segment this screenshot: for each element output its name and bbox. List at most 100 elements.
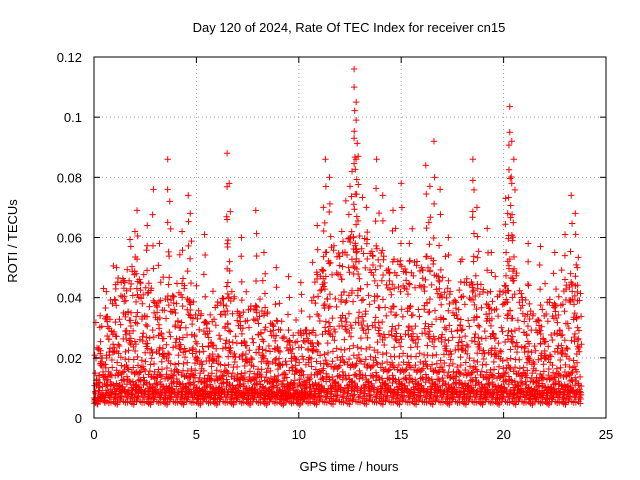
data-point [495,370,502,377]
data-point [333,269,340,277]
data-point [508,138,515,145]
data-point [181,353,189,361]
data-point [207,375,214,382]
data-point [338,322,346,330]
data-point [502,249,510,256]
data-point [206,327,213,335]
data-point [309,259,316,266]
data-point [117,354,125,361]
data-point [364,255,371,263]
data-point [454,315,461,322]
data-point [340,358,347,365]
data-point [502,283,509,290]
data-point [568,376,575,384]
data-point [509,233,517,241]
data-point [157,399,164,406]
data-point [298,344,305,351]
data-point [388,291,395,298]
data-point [552,381,560,388]
data-point [163,341,170,348]
data-point [319,374,326,382]
data-point [475,334,482,341]
data-point [132,319,139,326]
data-point [509,315,516,322]
data-point [502,378,510,385]
data-point [297,366,305,374]
data-point [178,319,185,326]
data-point [252,207,259,214]
data-point [104,323,112,330]
data-point [426,183,434,190]
data-point [227,348,234,356]
data-point [214,352,222,360]
data-point [138,357,145,364]
data-point [108,364,116,371]
data-point [521,370,529,377]
data-point [524,322,532,330]
data-point [266,348,274,355]
data-point [507,355,514,362]
data-point [261,304,269,311]
data-point [445,277,452,285]
data-point [271,373,278,380]
data-point [346,269,353,276]
data-point [322,183,330,190]
data-point [572,399,580,406]
data-point [376,332,384,340]
data-point [499,328,506,335]
data-point [200,327,208,335]
data-point [238,234,245,241]
data-point [223,265,231,272]
data-point [100,285,107,292]
data-point [259,346,266,353]
data-point [348,168,356,175]
data-point [470,258,477,265]
data-point [414,381,422,389]
data-point [376,262,384,270]
data-point [270,323,277,330]
data-point [427,214,434,221]
data-point [92,369,99,377]
data-point [262,392,269,399]
data-point [96,372,103,379]
data-point [571,330,579,338]
data-point [244,378,252,385]
data-point [140,291,147,299]
data-point [224,320,232,328]
data-point [113,264,120,271]
data-point [166,373,174,381]
data-point [143,242,151,250]
axes: 0 5 10 15 20 25 0 0.02 0.04 0.06 0.08 0.1 0.12 [57,50,614,442]
data-point [469,284,476,291]
data-point [265,342,273,350]
data-point [567,192,575,199]
data-point [409,311,417,319]
data-point [272,332,280,339]
data-point [550,270,557,277]
data-point [136,276,143,283]
data-point [566,298,574,306]
data-point [229,339,236,346]
data-point [382,392,390,400]
data-point [225,295,232,302]
data-point [542,338,549,345]
data-point [384,392,391,399]
data-point [470,357,478,364]
data-point [571,338,578,345]
data-point [362,308,369,315]
data-point [298,307,305,315]
data-point [184,374,192,382]
data-point [181,282,188,289]
data-point [136,376,144,383]
data-point [329,348,337,355]
data-point [461,301,469,308]
data-point [374,389,381,396]
data-point [501,338,509,346]
data-point [323,399,331,406]
data-point [457,322,464,329]
data-point [412,353,420,360]
data-point [474,233,481,240]
data-point [411,284,419,291]
data-point [336,362,344,369]
data-point [355,258,363,265]
